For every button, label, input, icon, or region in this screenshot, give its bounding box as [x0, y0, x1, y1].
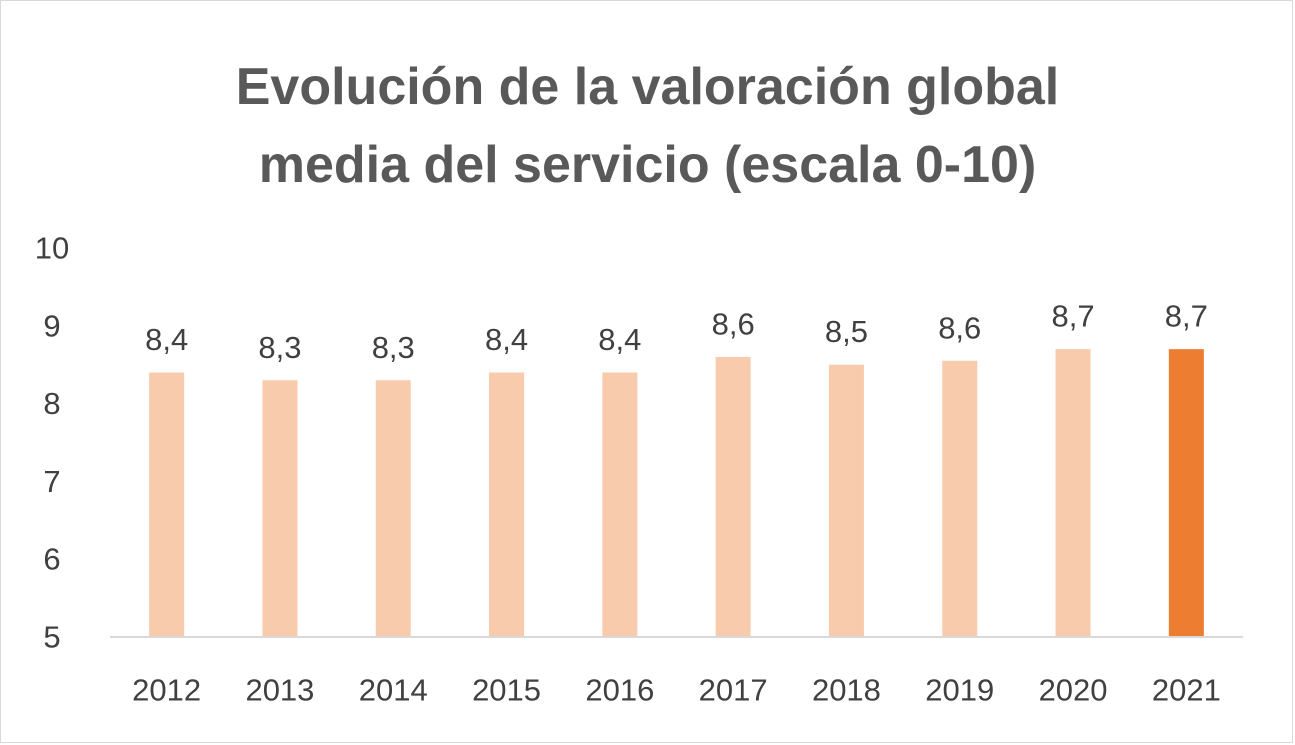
bar: [942, 360, 978, 637]
y-tick-label: 5: [43, 620, 60, 655]
data-label: 8,6: [712, 306, 755, 341]
bar: [489, 372, 525, 637]
data-label: 8,7: [1165, 299, 1208, 334]
x-tick-label: 2014: [359, 673, 428, 708]
bar: [828, 364, 864, 637]
x-tick-label: 2019: [925, 673, 994, 708]
y-tick-label: 8: [43, 386, 60, 421]
x-tick-label: 2020: [1039, 673, 1108, 708]
data-label: 8,6: [938, 310, 981, 345]
x-tick-label: 2013: [245, 673, 314, 708]
x-tick-label: 2021: [1152, 673, 1221, 708]
x-tick-label: 2018: [812, 673, 881, 708]
x-tick-label: 2017: [699, 673, 768, 708]
bar: [262, 380, 298, 637]
y-tick-label: 6: [43, 542, 60, 577]
bar: [1055, 349, 1091, 637]
bar: [1168, 349, 1204, 637]
bar: [715, 356, 751, 637]
y-tick-label: 7: [43, 464, 60, 499]
data-label: 8,4: [598, 322, 641, 357]
data-label: 8,4: [485, 322, 528, 357]
x-tick-label: 2016: [585, 673, 654, 708]
x-tick-label: 2015: [472, 673, 541, 708]
bar: [149, 372, 185, 637]
chart-title-line-1: Evolución de la valoración global: [235, 58, 1060, 116]
bar: [375, 380, 411, 637]
bar: [602, 372, 638, 637]
y-tick-label: 9: [43, 308, 60, 343]
data-label: 8,3: [372, 330, 415, 365]
data-label: 8,4: [145, 322, 188, 357]
chart-title: Evolución de la valoración global media …: [0, 48, 1295, 204]
data-label: 8,7: [1051, 299, 1094, 334]
x-tick-label: 2012: [132, 673, 201, 708]
data-label: 8,5: [825, 314, 868, 349]
y-tick-label: 10: [35, 231, 69, 266]
data-label: 8,3: [258, 330, 301, 365]
chart-title-line-2: media del servicio (escala 0-10): [258, 136, 1037, 194]
